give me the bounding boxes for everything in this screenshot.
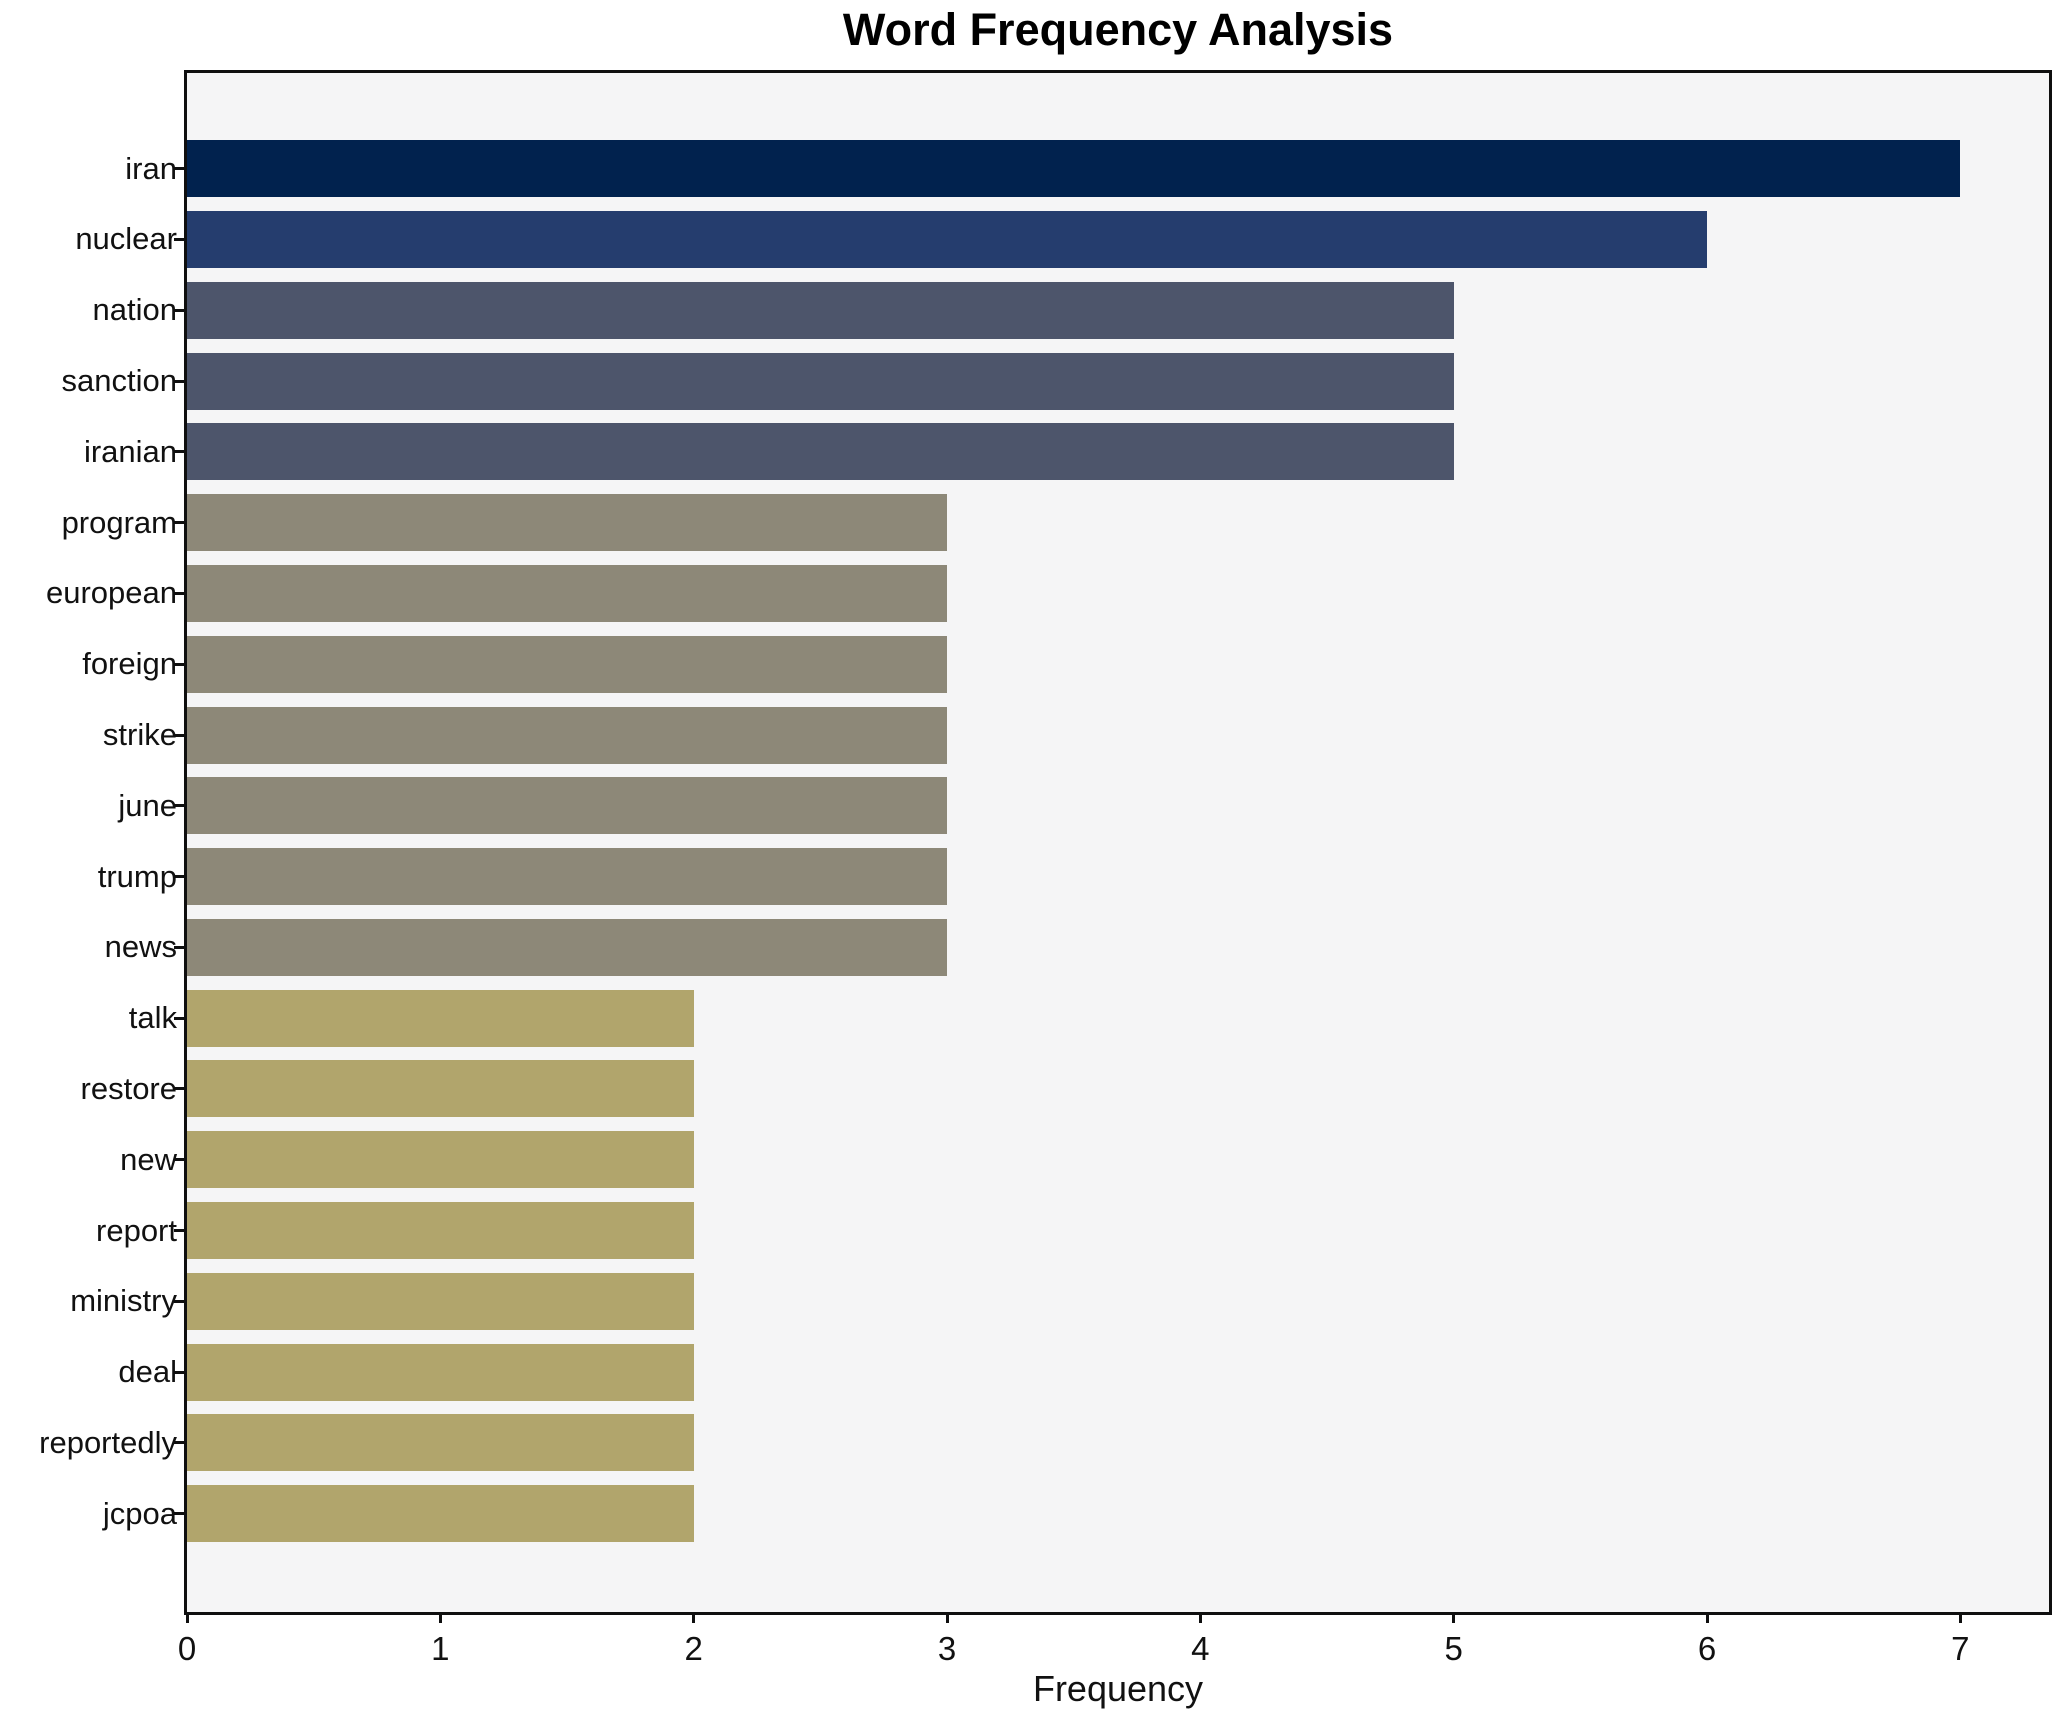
- bar-nuclear: [187, 210, 1707, 268]
- y-tick-label-strike: strike: [102, 717, 177, 753]
- x-tick-label-3: 3: [937, 1630, 957, 1667]
- y-tick-label-nation: nation: [92, 292, 177, 328]
- x-tick-label-0: 0: [177, 1630, 197, 1667]
- bar-jcpoa: [187, 1485, 694, 1543]
- x-tick-label-2: 2: [684, 1630, 703, 1667]
- bar-talk: [187, 989, 694, 1047]
- x-tick-label-4: 4: [1191, 1630, 1210, 1667]
- y-tick-label-foreign: foreign: [82, 646, 177, 682]
- y-tick-mark: [174, 1512, 184, 1516]
- y-tick-mark: [174, 308, 184, 312]
- y-tick-mark: [174, 1158, 184, 1162]
- bar-program: [187, 494, 947, 552]
- bar-trump: [187, 848, 947, 906]
- y-tick-mark: [174, 1441, 184, 1445]
- y-tick-label-reportedly: reportedly: [39, 1424, 177, 1460]
- x-tick-label-1: 1: [431, 1630, 450, 1667]
- y-tick-mark: [174, 450, 184, 454]
- y-tick-mark: [174, 1299, 184, 1303]
- bar-iran: [187, 140, 1961, 198]
- bar-restore: [187, 1060, 694, 1118]
- x-tick-mark: [185, 1613, 189, 1623]
- bar-new: [187, 1131, 694, 1189]
- y-tick-label-restore: restore: [80, 1070, 177, 1106]
- bar-news: [187, 918, 947, 976]
- x-axis-title: Frequency: [1032, 1668, 1204, 1709]
- y-tick-label-nuclear: nuclear: [75, 221, 177, 257]
- y-tick-mark: [174, 1016, 184, 1020]
- bar-iranian: [187, 423, 1454, 481]
- y-tick-label-ministry: ministry: [70, 1283, 177, 1319]
- y-tick-label-european: european: [45, 575, 177, 611]
- x-tick-label-7: 7: [1951, 1630, 1970, 1667]
- x-tick-label-5: 5: [1444, 1630, 1463, 1667]
- y-tick-mark: [174, 167, 184, 171]
- y-tick-mark: [174, 1229, 184, 1233]
- y-tick-label-news: news: [104, 929, 177, 965]
- bar-sanction: [187, 352, 1454, 410]
- bar-june: [187, 777, 947, 835]
- y-tick-mark: [174, 237, 184, 241]
- y-tick-label-iran: iran: [125, 150, 177, 186]
- x-tick-mark: [1198, 1613, 1202, 1623]
- x-tick-label-6: 6: [1697, 1630, 1717, 1667]
- bar-report: [187, 1202, 694, 1260]
- y-tick-mark: [174, 521, 184, 525]
- y-tick-mark: [174, 804, 184, 808]
- y-tick-label-report: report: [96, 1212, 177, 1248]
- x-tick-mark: [1958, 1613, 1962, 1623]
- bar-ministry: [187, 1272, 694, 1330]
- y-tick-mark: [174, 945, 184, 949]
- y-tick-label-deal: deal: [118, 1354, 177, 1390]
- y-tick-mark: [174, 1370, 184, 1374]
- bar-nation: [187, 281, 1454, 339]
- bar-foreign: [187, 635, 947, 693]
- chart-title: Word Frequency Analysis: [842, 4, 1394, 55]
- bar-reportedly: [187, 1414, 694, 1472]
- bar-european: [187, 564, 947, 622]
- y-tick-mark: [174, 379, 184, 383]
- bar-strike: [187, 706, 947, 764]
- y-tick-label-talk: talk: [128, 1000, 177, 1036]
- y-tick-mark: [174, 1087, 184, 1091]
- bar-deal: [187, 1343, 694, 1401]
- x-tick-mark: [1452, 1613, 1456, 1623]
- y-tick-mark: [174, 733, 184, 737]
- x-tick-mark: [945, 1613, 949, 1623]
- y-tick-label-jcpoa: jcpoa: [102, 1495, 177, 1531]
- y-tick-label-program: program: [61, 504, 177, 540]
- y-tick-label-june: june: [118, 787, 177, 823]
- x-tick-mark: [438, 1613, 442, 1623]
- y-tick-label-sanction: sanction: [61, 363, 177, 399]
- y-tick-mark: [174, 662, 184, 666]
- y-tick-label-iranian: iranian: [83, 433, 177, 469]
- y-tick-label-trump: trump: [97, 858, 177, 894]
- y-tick-mark: [174, 591, 184, 595]
- x-tick-mark: [692, 1613, 696, 1623]
- y-tick-mark: [174, 875, 184, 879]
- x-tick-mark: [1705, 1613, 1709, 1623]
- y-tick-label-new: new: [120, 1141, 177, 1177]
